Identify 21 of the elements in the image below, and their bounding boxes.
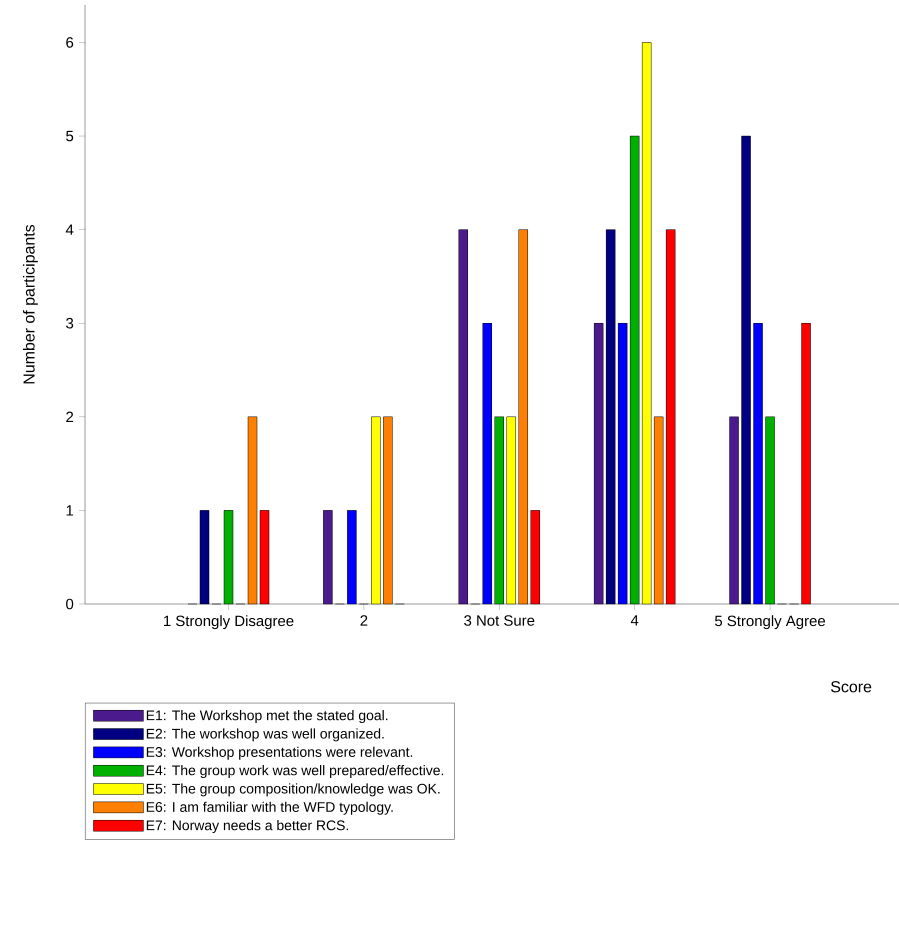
legend-label: E1: The Workshop met the stated goal.: [146, 710, 388, 724]
y-tick-label: 1: [66, 505, 74, 516]
y-axis-title: Number of participants: [22, 224, 38, 384]
x-tick-label: 5 Strongly Agree: [714, 615, 826, 630]
y-tick-label: 5: [66, 130, 74, 142]
x-tick-label: 4: [630, 615, 638, 626]
y-tick-label: 4: [66, 224, 74, 235]
y-tick-label: 6: [66, 37, 74, 48]
legend-label: E2: The workshop was well organized.: [146, 728, 384, 742]
y-tick-label: 2: [66, 412, 74, 422]
y-tick-label: 3: [66, 318, 74, 329]
x-axis-title: Score: [831, 681, 872, 692]
legend-label: E4: The group work was well prepared/effective.: [146, 765, 444, 778]
legend-label: E6: I am familiar with the WFD typology.: [146, 802, 393, 815]
legend-label: E3: Workshop presentations were relevant.: [146, 746, 412, 760]
y-tick-label: 0: [66, 598, 74, 610]
x-tick-label: 2: [360, 615, 368, 626]
legend-label: E7: Norway needs a better RCS.: [146, 820, 348, 834]
x-tick-label: 3 Not Sure: [464, 615, 534, 626]
x-tick-label: 1 Strongly Disagree: [164, 615, 294, 630]
legend-label: E5: The group composition/knowledge was OK.: [146, 783, 440, 796]
